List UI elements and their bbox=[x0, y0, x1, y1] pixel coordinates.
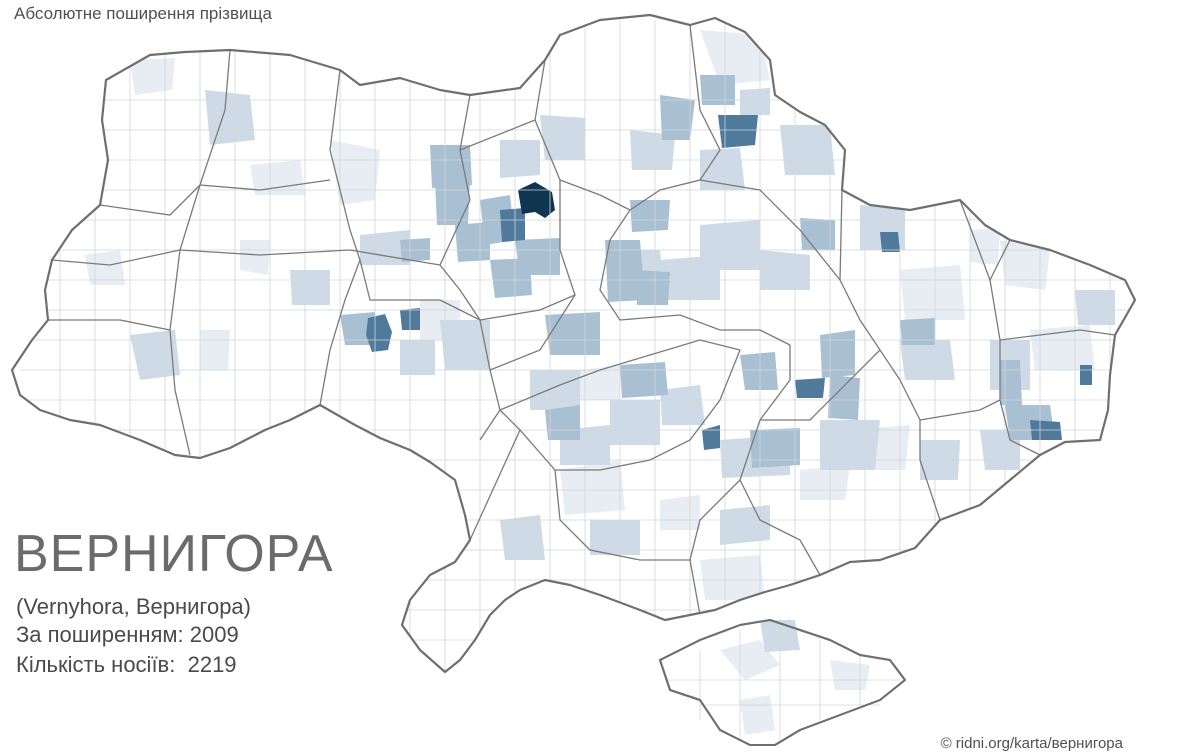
source-credit: © ridni.org/karta/вернигора bbox=[940, 735, 1123, 752]
surname-transliteration: (Vernyhora, Вернигора) bbox=[16, 594, 251, 619]
count-line: Кількість носіїв: 2219 bbox=[16, 654, 237, 676]
oblast-boundaries bbox=[48, 24, 1116, 616]
map-title: Абсолютне поширення прізвища bbox=[14, 4, 272, 23]
rank-value: 2009 bbox=[189, 622, 239, 647]
ukraine-border bbox=[10, 13, 1137, 674]
count-value: 2219 bbox=[187, 652, 237, 677]
crimea-region bbox=[659, 619, 906, 746]
rank-line: За поширенням: 2009 bbox=[16, 624, 239, 646]
rank-label: За поширенням: bbox=[16, 622, 184, 647]
count-label: Кількість носіїв: bbox=[16, 652, 176, 677]
surname-heading: ВЕРНИГОРА bbox=[14, 525, 334, 583]
